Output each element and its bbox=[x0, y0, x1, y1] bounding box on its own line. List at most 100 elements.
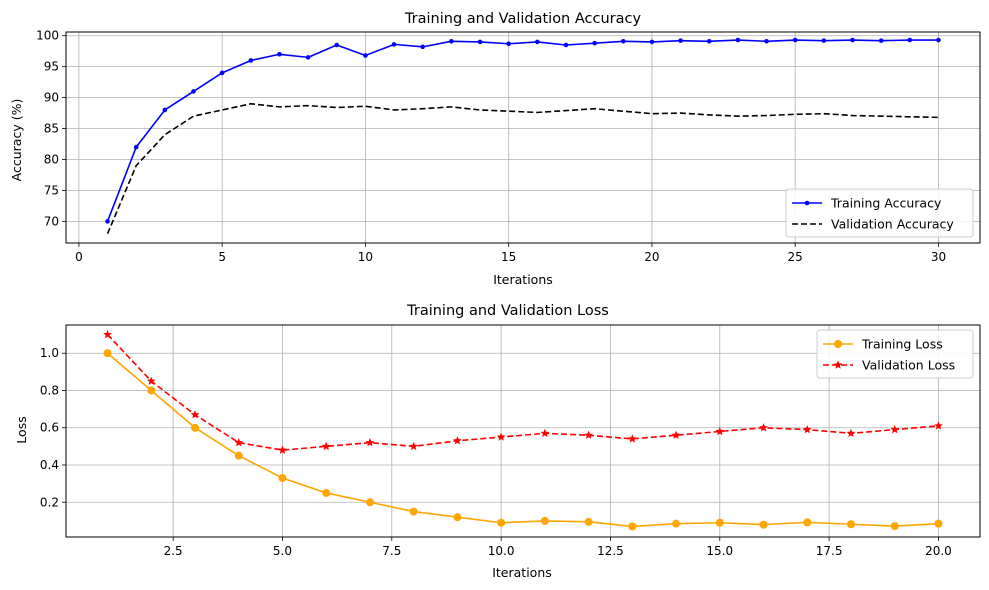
accuracy-x-tick-label: 25 bbox=[788, 250, 803, 264]
accuracy-legend: Training Accuracy Validation Accuracy bbox=[785, 188, 974, 238]
validation-loss-point bbox=[846, 428, 856, 438]
accuracy-chart-title: Training and Validation Accuracy bbox=[404, 11, 642, 27]
training-accuracy-point bbox=[878, 38, 884, 43]
training-accuracy-point bbox=[219, 70, 225, 76]
accuracy-y-tick-label: 70 bbox=[44, 214, 59, 228]
training-loss-legend-label: Training Loss bbox=[861, 337, 943, 352]
validation-loss-point bbox=[802, 425, 812, 434]
training-loss-point bbox=[453, 513, 462, 522]
training-accuracy-point bbox=[162, 107, 168, 113]
training-accuracy-point bbox=[420, 44, 426, 50]
loss-chart-title: Training and Validation Loss bbox=[406, 303, 609, 319]
training-loss-point bbox=[715, 518, 724, 527]
accuracy-plot-frame bbox=[65, 31, 981, 244]
loss-y-tick-label: 0.4 bbox=[40, 458, 59, 472]
validation-loss-point bbox=[715, 426, 725, 436]
training-accuracy-point bbox=[907, 37, 913, 43]
validation-loss-point bbox=[759, 423, 768, 432]
training-accuracy-point bbox=[133, 144, 139, 150]
accuracy-y-ticks: 70 75 80 85 90 95 100 bbox=[36, 29, 66, 228]
loss-x-ticks: 2.5 5.0 7.5 10.0 12.5 15.0 17.5 20.0 bbox=[164, 537, 952, 558]
loss-x-tick-label: 12.5 bbox=[597, 544, 624, 558]
validation-loss-point bbox=[540, 428, 550, 438]
training-accuracy-point bbox=[706, 38, 712, 44]
validation-loss-point bbox=[321, 441, 331, 451]
training-accuracy-point bbox=[535, 39, 540, 45]
loss-x-tick-label: 5.0 bbox=[273, 544, 292, 558]
accuracy-legend-box bbox=[785, 188, 974, 238]
accuracy-x-tick-label: 20 bbox=[644, 250, 659, 264]
accuracy-y-tick-label: 80 bbox=[44, 152, 59, 166]
training-accuracy-point bbox=[105, 219, 110, 224]
training-accuracy-point bbox=[936, 37, 941, 43]
loss-series bbox=[103, 329, 943, 531]
training-accuracy-point bbox=[305, 55, 311, 60]
validation-loss-point bbox=[671, 430, 681, 439]
training-accuracy-legend-label: Training Accuracy bbox=[830, 196, 942, 211]
loss-y-tick-label: 1.0 bbox=[40, 346, 59, 360]
loss-legend: Training Loss Validation Loss bbox=[816, 329, 974, 379]
accuracy-chart: Training and Validation Accuracy 0 5 10 15 2… bbox=[9, 11, 981, 287]
training-loss-point bbox=[234, 451, 243, 460]
training-accuracy-point bbox=[592, 40, 597, 46]
training-loss-point bbox=[147, 386, 156, 395]
loss-x-tick-label: 17.5 bbox=[816, 544, 843, 558]
training-loss-point bbox=[759, 520, 768, 529]
validation-accuracy-legend-label: Validation Accuracy bbox=[831, 217, 954, 232]
validation-loss-point bbox=[627, 434, 637, 443]
accuracy-grid bbox=[66, 32, 980, 243]
accuracy-series bbox=[105, 37, 941, 235]
accuracy-x-tick-label: 15 bbox=[501, 250, 516, 264]
training-accuracy-point bbox=[248, 58, 254, 63]
validation-loss-point bbox=[365, 438, 375, 447]
accuracy-y-axis-label: Accuracy (%) bbox=[9, 99, 24, 182]
training-loss-point bbox=[672, 519, 681, 528]
accuracy-x-axis-label: Iterations bbox=[493, 272, 553, 287]
training-accuracy-point bbox=[506, 41, 511, 47]
accuracy-x-tick-label: 10 bbox=[358, 250, 373, 264]
training-loss-legend-marker bbox=[834, 340, 842, 348]
loss-chart: Training and Validation Loss 2.5 5.0 7.5 10… bbox=[14, 303, 981, 580]
training-accuracy-point bbox=[363, 53, 368, 58]
validation-loss-point bbox=[453, 436, 462, 445]
training-loss-point bbox=[934, 519, 943, 528]
accuracy-x-tick-label: 30 bbox=[931, 250, 946, 264]
training-loss-point bbox=[846, 520, 855, 529]
loss-y-tick-label: 0.6 bbox=[40, 421, 59, 435]
accuracy-y-tick-label: 100 bbox=[36, 29, 59, 43]
training-loss-point bbox=[803, 518, 812, 527]
validation-loss-legend-label: Validation Loss bbox=[862, 358, 955, 373]
training-loss-point bbox=[278, 474, 287, 483]
training-accuracy-point bbox=[477, 39, 483, 45]
validation-loss-line bbox=[106, 334, 939, 451]
training-loss-point bbox=[497, 518, 506, 527]
loss-legend-box bbox=[816, 329, 974, 379]
training-accuracy-point bbox=[792, 37, 798, 43]
training-loss-point bbox=[103, 349, 112, 358]
validation-loss-point bbox=[146, 376, 156, 385]
validation-loss-point bbox=[584, 430, 593, 439]
training-loss-point bbox=[540, 516, 549, 525]
accuracy-y-tick-label: 85 bbox=[44, 122, 59, 136]
loss-y-ticks: 0.2 0.4 0.6 0.8 1.0 bbox=[40, 346, 66, 509]
validation-loss-point bbox=[234, 438, 244, 447]
training-loss-point bbox=[322, 488, 331, 497]
validation-loss-point bbox=[934, 421, 943, 430]
training-accuracy-point bbox=[850, 37, 855, 43]
validation-loss-point bbox=[496, 432, 506, 441]
training-accuracy-line bbox=[106, 39, 939, 222]
training-accuracy-point bbox=[449, 38, 454, 44]
validation-accuracy-line bbox=[106, 102, 939, 235]
loss-y-tick-label: 0.2 bbox=[40, 495, 59, 509]
loss-x-tick-label: 10.0 bbox=[488, 544, 515, 558]
validation-loss-legend-marker bbox=[833, 360, 843, 369]
validation-loss-point bbox=[409, 441, 419, 451]
training-accuracy-point bbox=[191, 89, 196, 94]
training-accuracy-point bbox=[764, 38, 769, 44]
loss-x-tick-label: 15.0 bbox=[706, 544, 733, 558]
training-accuracy-point bbox=[821, 38, 827, 43]
training-accuracy-point bbox=[620, 38, 626, 44]
accuracy-y-tick-label: 90 bbox=[44, 91, 59, 105]
loss-x-axis-label: Iterations bbox=[492, 565, 552, 580]
training-accuracy-point bbox=[563, 42, 569, 48]
